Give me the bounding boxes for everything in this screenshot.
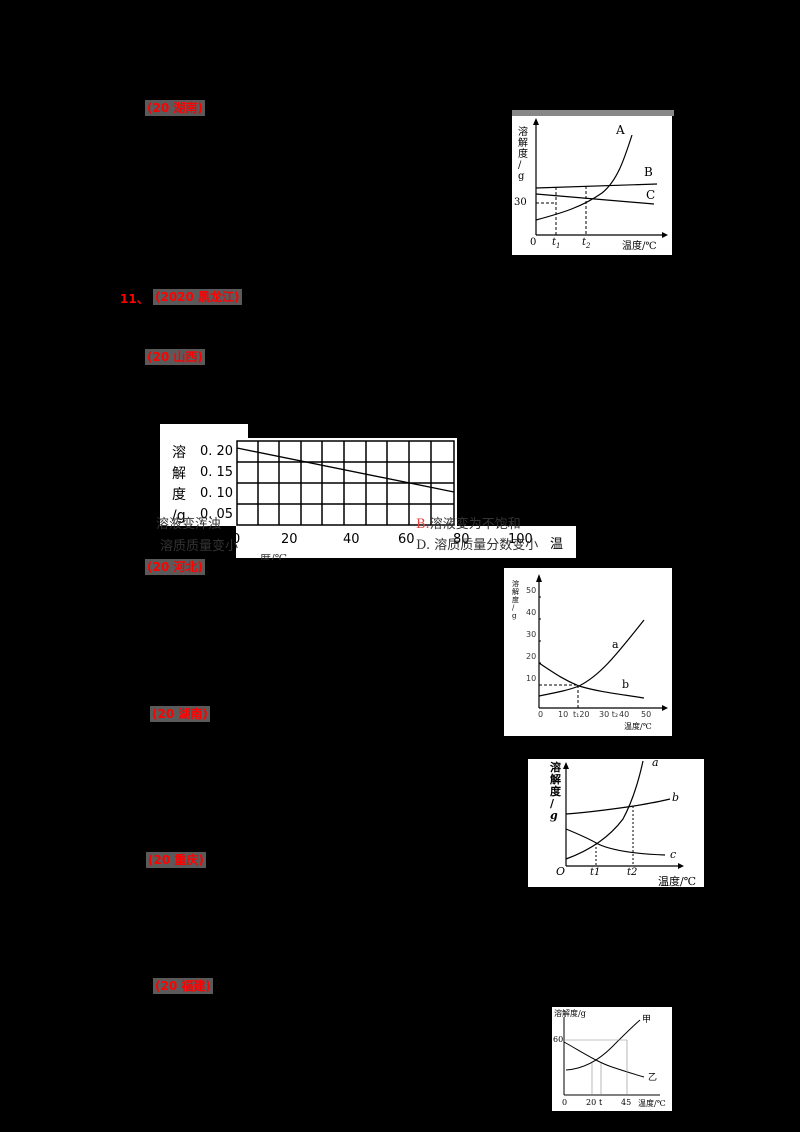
t1-sub: 1 — [556, 242, 561, 250]
chart5-xtick: 20 — [586, 1098, 597, 1107]
ylabel-char: / — [512, 604, 515, 612]
ylabel-char: 解 — [172, 466, 186, 482]
series-label-a: A — [616, 123, 625, 137]
ylabel-char: 溶 — [172, 445, 186, 461]
chart2-xaxis-strip — [236, 526, 576, 558]
option-c: 溶质质量变小 — [160, 539, 239, 554]
ylabel-char: / — [550, 797, 555, 810]
chart2-xtick-100: 100 — [508, 532, 533, 547]
ylabel-char: 度 — [172, 487, 186, 503]
option-b: B.溶液变为不饱和 — [416, 516, 521, 534]
chart5-xlabel: 温度/℃ — [638, 1099, 666, 1108]
option-b-text: 溶液变为不饱和 — [429, 517, 521, 532]
series-label-b: b — [622, 678, 630, 691]
ylabel-char: / — [518, 160, 522, 171]
ytick: 0. 15 — [200, 465, 234, 480]
ytick: 0. 20 — [200, 444, 234, 459]
chart2-xtick-20: 20 — [281, 532, 298, 547]
chart3-xtick: 40 — [619, 710, 630, 719]
ylabel-char: 度 — [512, 596, 519, 604]
series-label-jia: 甲 — [642, 1015, 652, 1025]
chart5-xtick: 45 — [621, 1098, 632, 1107]
chart4-t1: t1 — [590, 867, 601, 878]
chart1-y30: 30 — [514, 197, 527, 208]
grid-chart-svg — [236, 440, 455, 526]
ylabel-char: 度 — [550, 785, 561, 798]
axis-fragment: 度/℃ — [260, 554, 287, 560]
ytick: 50 — [526, 586, 537, 595]
chart2-xtick-40: 40 — [343, 532, 360, 547]
chart3-xtick: 30 t₂ — [599, 710, 619, 719]
question-tag-6: (20 福建) — [153, 978, 213, 994]
chart1-xlabel: 温度/℃ — [622, 241, 657, 252]
chart5-xtick: t — [599, 1098, 603, 1107]
solubility-chart-jia-yi: 溶解度/g 60 0 20 t 45 温度/℃ 甲 乙 — [552, 1007, 672, 1111]
question-tag-5: (20 重庆) — [146, 852, 206, 868]
ytick: 40 — [526, 608, 537, 617]
chart5-y60: 60 — [553, 1035, 564, 1044]
ylabel-char: g — [518, 171, 525, 182]
solubility-chart-abc-2: 溶 解 度 / g O t1 t2 温度/℃ a b c — [528, 756, 704, 888]
solubility-chart-ab: 溶 解 度 / g 50 40 30 20 10 0 10 t₁20 30 t₂… — [504, 568, 672, 736]
chart3-xtick: t₁20 — [573, 710, 590, 719]
chart4-ylabel: 溶 解 度 / g — [550, 762, 561, 822]
option-a: 溶液变浑浊 — [156, 517, 222, 532]
chart5-xtick: 0 — [562, 1098, 568, 1107]
chart3-ylabel: 溶 解 度 / g — [512, 580, 519, 620]
chart3-xtick: 10 — [558, 710, 569, 719]
chart-top-strip — [512, 110, 674, 116]
ylabel-char: 解 — [518, 138, 528, 149]
chart2-ylabel: 溶 解 度 /g — [172, 443, 186, 527]
ylabel-char: 解 — [550, 773, 561, 786]
question-tag-2: (20 山西) — [145, 349, 205, 365]
chart2-xtick-80: 80 — [453, 532, 470, 547]
chart2-xtick-0: 0 — [232, 532, 241, 547]
series-label-a: a — [652, 756, 659, 769]
question-tag-4: (20 湖南) — [150, 706, 210, 722]
ylabel-char: /g — [172, 508, 186, 524]
chart3-xlabel: 温度/℃ — [624, 722, 652, 731]
option-b-letter: B. — [416, 517, 430, 532]
chart4-origin: O — [556, 865, 566, 878]
series-label-c: c — [670, 848, 677, 861]
question-tag-3: (20 河北) — [145, 559, 205, 575]
chart3-xtick: 50 — [641, 710, 652, 719]
section-number: 11、 — [120, 292, 149, 306]
ytick: 30 — [526, 630, 537, 639]
chart4-xlabel: 温度/℃ — [658, 875, 697, 888]
ylabel-char: 溶 — [550, 761, 561, 774]
ylabel-char: 解 — [512, 588, 519, 596]
chart1-t2: t2 — [582, 237, 591, 250]
chart1-ylabel: 溶 解 度 / g — [518, 127, 530, 182]
ylabel-char: g — [512, 612, 517, 620]
series-label-yi: 乙 — [648, 1073, 658, 1083]
section-tag: (2020 黑龙江) — [153, 289, 242, 305]
chart3-xtick: 0 — [538, 710, 544, 719]
chart2-xlabel-fragment: 温 — [550, 537, 564, 552]
chart2-yticks: 0. 20 0. 15 0. 10 0. 05 — [200, 441, 233, 525]
ylabel-char: 溶 — [512, 580, 519, 588]
t2-label: t — [582, 237, 587, 248]
series-label-b: b — [672, 791, 680, 804]
ytick: 10 — [526, 674, 537, 683]
question-tag-1: (20 湖南) — [145, 100, 205, 116]
ylabel-char: g — [550, 809, 558, 822]
ytick: 0. 10 — [200, 486, 234, 501]
chart1-x0: 0 — [530, 237, 537, 248]
option-d: D. 溶质质量分数变小 — [416, 538, 539, 553]
ytick: 20 — [526, 652, 537, 661]
ytick: 0. 05 — [200, 507, 234, 522]
ylabel-char: 度 — [518, 149, 528, 160]
t2-sub: 2 — [586, 242, 591, 250]
chart1-t1: t1 — [552, 237, 561, 250]
solubility-chart-abc: 溶 解 度 / g 30 0 t1 t2 温度/℃ A B C — [512, 110, 674, 255]
series-label-a: a — [612, 638, 619, 651]
t1-label: t — [552, 237, 557, 248]
series-label-c: C — [646, 188, 656, 202]
ylabel-char: 溶 — [518, 127, 528, 138]
chart4-t2: t2 — [627, 867, 638, 878]
series-label-b: B — [644, 165, 653, 179]
chart5-ylabel: 溶解度/g — [554, 1009, 586, 1018]
chart2-xtick-60: 60 — [398, 532, 415, 547]
